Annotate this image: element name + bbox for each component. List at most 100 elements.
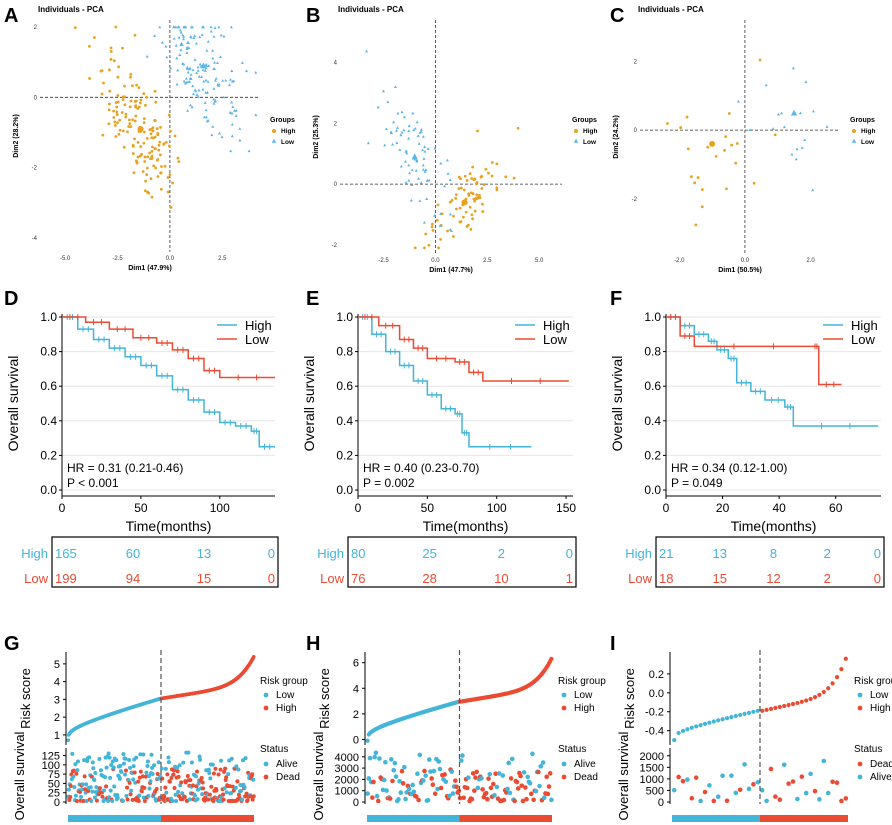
risk-g-surv-point-dead: [231, 788, 236, 793]
risk-g-surv-point-alive: [119, 770, 124, 775]
risk-g-surv-point-alive: [75, 759, 80, 764]
pca-b-point-high: [495, 186, 499, 190]
risk-g-surv-point-alive: [121, 761, 126, 766]
risk-g-surv-point-alive: [123, 756, 128, 761]
pca-c-centroid-high: [709, 140, 716, 147]
pca-b-point-low: [410, 183, 414, 186]
risk-i-score-point-low: [738, 712, 743, 718]
risk-g-legend-high: High: [276, 703, 297, 714]
risk-g-score-ytick: 1: [54, 730, 60, 742]
km-f-risk-row-label-high: High: [625, 546, 652, 561]
risk-i-surv-point-dead: [751, 782, 756, 787]
pca-c-centroid-low: [790, 109, 798, 116]
risk-g-surv-point-alive: [149, 752, 154, 757]
pca-b-point-low: [410, 168, 414, 172]
pca-a-point-high: [157, 143, 161, 147]
risk-g-surv-point-alive: [141, 752, 146, 757]
pca-a-point-low: [193, 88, 197, 92]
km-e-xtick: 150: [556, 501, 576, 515]
risk-i-score-point-high: [830, 681, 835, 686]
risk-g-surv-point-alive: [180, 791, 185, 796]
pca-a-point-high: [136, 155, 140, 159]
km-d-risk-low-count: 199: [55, 571, 77, 586]
risk-g-surv-point-dead: [185, 773, 190, 778]
risk-h-surv-point-dead: [486, 776, 491, 781]
risk-i-surv-point-alive: [742, 762, 747, 767]
risk-g-surv-point-alive: [80, 787, 85, 792]
risk-g-surv-point-dead: [245, 798, 250, 803]
risk-g-surv-point-dead: [125, 797, 130, 802]
pca-a-point-high: [152, 164, 156, 168]
risk-h-surv-point-dead: [545, 791, 551, 797]
pca-b-point-low: [384, 127, 388, 131]
pca-c-point-high: [686, 147, 690, 151]
pca-a-point-low: [174, 25, 178, 29]
pca-a-point-low: [195, 71, 199, 74]
risk-i-surv-point-dead: [680, 778, 686, 784]
risk-g-surv-point-alive: [103, 775, 108, 780]
risk-g-surv-point-alive: [152, 763, 157, 768]
risk-i-score-point-low: [694, 724, 699, 729]
pca-a-point-high: [156, 158, 159, 162]
risk-i-legend-status-title: Status: [854, 744, 882, 755]
pca-a-point-high: [129, 99, 133, 103]
km-f-risk-row-label-low: Low: [628, 571, 652, 586]
risk-g-surv-point-alive: [88, 785, 93, 790]
risk-h-surv-point-alive: [479, 776, 484, 781]
pca-a-point-low: [202, 115, 206, 119]
pca-a-point-low: [186, 70, 190, 74]
risk-g-surv-point-alive: [91, 766, 96, 771]
pca-b-point-low: [392, 120, 396, 124]
risk-i-score-point-high: [839, 667, 844, 672]
pca-b-point-low: [413, 126, 417, 130]
pca-a-point-high: [137, 86, 141, 90]
risk-g-surv-point-alive: [173, 792, 178, 797]
pca-c-point-high: [700, 188, 704, 191]
pca-a-point-high: [166, 176, 170, 179]
pca-c-point-low: [776, 112, 780, 116]
risk-g-surv-point-alive: [144, 770, 149, 775]
km-d-xtick: 0: [59, 501, 66, 515]
pca-a-point-low: [218, 55, 222, 58]
pca-a-point-high: [139, 98, 143, 102]
risk-h-surv-point-alive: [443, 779, 449, 785]
pca-a-point-low: [194, 41, 198, 45]
risk-g-surv-point-alive: [150, 772, 155, 777]
pca-a-point-low: [227, 83, 231, 87]
risk-i-score-point-low: [733, 713, 738, 719]
risk-g-surv-point-dead: [209, 784, 214, 789]
risk-h-surv-point-alive: [396, 797, 401, 802]
pca-a-point-high: [113, 124, 117, 127]
risk-g-score-ytick: 3: [54, 694, 60, 706]
risk-g-surv-point-alive: [186, 750, 191, 755]
pca-a-point-low: [254, 113, 258, 117]
risk-g-surv-point-dead: [202, 798, 207, 803]
pca-b-point-low: [418, 199, 422, 202]
km-f-risk-high-count: 21: [659, 546, 673, 561]
risk-h-score-ytick: 2: [353, 709, 359, 721]
risk-i-score-point-low: [742, 711, 747, 716]
risk-h-surv-point-dead: [461, 795, 466, 801]
risk-g-surv-point-alive: [146, 793, 151, 798]
pca-a-point-low: [179, 30, 183, 34]
pca-a-point-low: [219, 33, 223, 37]
pca-a-point-low: [189, 73, 193, 76]
pca-a-point-high: [73, 26, 77, 30]
pca-a-point-low: [165, 55, 169, 59]
risk-g-surv-point-dead: [172, 768, 177, 773]
pca-a-point-low: [182, 37, 186, 41]
pca-b-point-low: [391, 142, 395, 146]
risk-g-surv-point-alive: [243, 756, 248, 761]
risk-i-score-point-high: [826, 686, 831, 691]
km-e-legend-high: High: [543, 318, 570, 333]
risk-g-surv-point-dead: [68, 783, 73, 788]
pca-b-point-low: [386, 100, 390, 104]
risk-g-surv-point-alive: [98, 768, 103, 773]
pca-b-point-low: [366, 141, 370, 145]
pca-a-point-low: [238, 138, 242, 142]
risk-g-surv-point-dead: [250, 797, 255, 802]
pca-a-point-high: [148, 128, 152, 132]
risk-i-surv-point-alive: [808, 771, 813, 777]
risk-i-score-point-high: [795, 700, 800, 706]
risk-h-surv-point-dead: [480, 787, 485, 792]
